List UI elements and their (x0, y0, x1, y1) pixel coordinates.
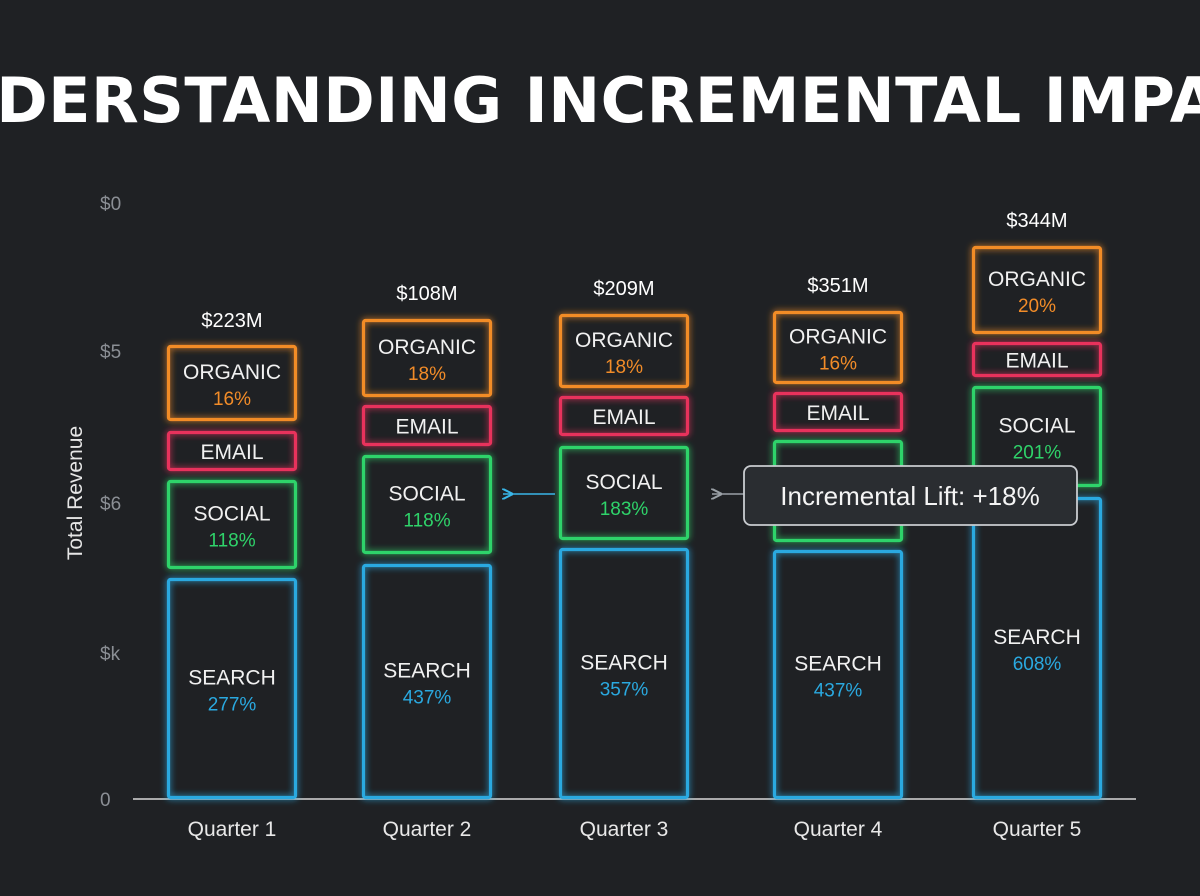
x-tick-label: Quarter 5 (993, 818, 1082, 841)
bar-stack-5: SEARCH 608% SOCIAL 201% EMAIL ORGANIC 20% $344M (971, 210, 1103, 800)
segment-value: 16% (213, 389, 251, 410)
bar-total-label: $351M (807, 275, 868, 297)
segment-value: 18% (605, 357, 643, 378)
segment-value: 437% (814, 681, 863, 702)
bar-segment-organic (361, 318, 493, 398)
bar-total-label: $344M (1006, 210, 1067, 232)
x-axis-ticks: Quarter 1 Quarter 2 Quarter 3 Quarter 4 Quar… (188, 818, 1082, 841)
segment-label: ORGANIC (183, 361, 281, 384)
segment-label: SOCIAL (193, 503, 270, 526)
segment-value: 118% (208, 531, 255, 552)
bar-segment-search (166, 577, 298, 800)
y-tick-label: $5 (100, 342, 121, 363)
segment-label: EMAIL (806, 402, 869, 425)
segment-label: EMAIL (395, 416, 458, 439)
segment-label: SEARCH (794, 653, 882, 676)
segment-label: SOCIAL (998, 415, 1075, 438)
x-tick-label: Quarter 1 (188, 818, 277, 841)
segment-value: 357% (600, 680, 649, 701)
y-tick-label: 0 (100, 790, 111, 811)
bar-segment-social (361, 454, 493, 555)
bar-segment-organic (166, 344, 298, 422)
bar-stack-3: SEARCH 357% SOCIAL 183% EMAIL ORGANIC 18% $209M (558, 278, 690, 800)
x-tick-label: Quarter 4 (794, 818, 883, 841)
segment-label: SEARCH (188, 667, 276, 690)
y-tick-label: $k (100, 644, 121, 665)
segment-label: ORGANIC (988, 268, 1086, 291)
segment-value: 18% (408, 364, 446, 385)
segment-value: 201% (1013, 443, 1062, 464)
segment-value: 437% (403, 688, 452, 709)
incremental-lift-callout: Incremental Lift: +18% (503, 465, 1078, 526)
bar-segment-email (558, 395, 690, 437)
bar-segment-social (558, 445, 690, 541)
bar-segment-search (558, 547, 690, 800)
y-axis-label: Total Revenue (64, 426, 87, 560)
bar-segment-social (166, 479, 298, 570)
segment-label: SEARCH (993, 626, 1081, 649)
x-tick-label: Quarter 3 (580, 818, 669, 841)
segment-label: SEARCH (580, 652, 668, 675)
chart-title: UNDERSTANDING INCREMENTAL IMPACT (0, 64, 1200, 137)
bar-total-label: $209M (593, 278, 654, 300)
segment-label: EMAIL (200, 441, 263, 464)
bars: SEARCH 277% SOCIAL 118% EMAIL ORGANIC 16% $223M… (166, 210, 1103, 800)
bar-total-label: $108M (396, 283, 457, 305)
bar-total-label: $223M (201, 310, 262, 332)
bar-stack-1: SEARCH 277% SOCIAL 118% EMAIL ORGANIC 16% $223M (166, 310, 298, 800)
bar-segment-search (772, 549, 904, 800)
segment-label: SEARCH (383, 660, 471, 683)
bar-stack-4: SEARCH 437% EMAIL ORGANIC 16% $351M (772, 275, 904, 800)
bar-segment-organic (558, 313, 690, 389)
bar-segment-organic (971, 245, 1103, 335)
segment-label: SOCIAL (585, 471, 662, 494)
segment-value: 183% (600, 499, 649, 520)
segment-label: ORGANIC (378, 336, 476, 359)
x-tick-label: Quarter 2 (383, 818, 472, 841)
bar-stack-2: SEARCH 437% SOCIAL 118% EMAIL ORGANIC 18% $108M (361, 283, 493, 800)
segment-label: ORGANIC (575, 329, 673, 352)
segment-value: 608% (1013, 654, 1062, 675)
bar-segment-email (166, 430, 298, 472)
y-axis-ticks: $0 $5 $6 $k 0 (100, 194, 121, 811)
segment-label: EMAIL (592, 406, 655, 429)
segment-value: 20% (1018, 296, 1056, 317)
bar-segment-email (971, 341, 1103, 378)
callout-box (743, 465, 1078, 526)
bar-segment-search (361, 563, 493, 800)
segment-label: EMAIL (1005, 350, 1068, 373)
y-tick-label: $0 (100, 194, 121, 215)
bar-segment-organic (772, 310, 904, 385)
segment-label: SOCIAL (388, 483, 465, 506)
segment-label: ORGANIC (789, 326, 887, 349)
segment-value: 118% (403, 511, 450, 532)
callout-text: Incremental Lift: +18% (780, 481, 1039, 511)
segment-value: 16% (819, 354, 857, 375)
bar-segment-email (361, 404, 493, 447)
bar-segment-email (772, 391, 904, 433)
y-tick-label: $6 (100, 494, 121, 515)
segment-value: 277% (208, 695, 257, 716)
